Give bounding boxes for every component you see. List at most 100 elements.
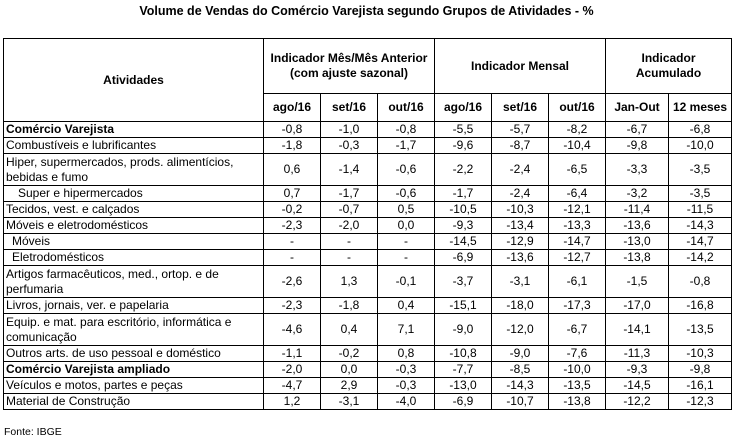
table-row: Artigos farmacêuticos, med., ortop. e de…	[3, 265, 732, 298]
value-cell: -9,3	[605, 361, 669, 378]
value-cell: -12,1	[548, 201, 606, 218]
value-cell: -9,3	[434, 217, 492, 234]
table-row: Veículos e motos, partes e peças -4,7 2,9-…	[3, 377, 732, 394]
column-header: out/16	[548, 93, 606, 122]
value-cell: -1,8	[320, 297, 378, 314]
value-cell: -0,8	[377, 121, 435, 138]
value-cell: -9,0	[491, 345, 549, 362]
value-cell: -10,0	[668, 137, 732, 154]
value-cell: -0,3	[377, 361, 435, 378]
value-cell: -1,7	[434, 185, 492, 202]
header-atividades: Atividades	[3, 38, 264, 122]
row-label: Comércio Varejista	[3, 121, 264, 138]
value-cell: -7,6	[548, 345, 606, 362]
value-cell: -12,3	[668, 393, 732, 410]
value-cell: -10,0	[548, 361, 606, 378]
value-cell: -6,7	[548, 313, 606, 346]
value-cell: -8,7	[491, 137, 549, 154]
value-cell: -16,1	[668, 377, 732, 394]
value-cell: -1,7	[320, 185, 378, 202]
value-cell: -1,7	[377, 137, 435, 154]
value-cell: -13,4	[491, 217, 549, 234]
value-cell: 1,2	[263, 393, 321, 410]
column-header: Jan-Out	[605, 93, 669, 122]
value-cell: -14,1	[605, 313, 669, 346]
value-cell: 0,8	[377, 345, 435, 362]
source-note: Fonte: IBGE	[4, 426, 62, 438]
value-cell: -13,0	[605, 233, 669, 250]
value-cell: -5,7	[491, 121, 549, 138]
table-row: Comércio Varejista -0,8 -1,0 -0,8 -5,5 -5,7 -8…	[3, 121, 732, 138]
value-cell: 1,3	[320, 265, 378, 298]
value-cell: -0,2	[320, 345, 378, 362]
value-cell: -4,0	[377, 393, 435, 410]
table-title: Volume de Vendas do Comércio Varejista s…	[139, 4, 594, 18]
value-cell: -1,0	[320, 121, 378, 138]
row-label: Outros arts. de uso pessoal e doméstico	[3, 345, 264, 362]
value-cell: 0,0	[377, 217, 435, 234]
value-cell: -14,7	[668, 233, 732, 250]
value-cell: -0,6	[377, 153, 435, 186]
value-cell: 0,0	[320, 361, 378, 378]
value-cell: -0,3	[320, 137, 378, 154]
value-cell: -13,6	[605, 217, 669, 234]
value-cell: -8,5	[491, 361, 549, 378]
header-group-mes-mes: Indicador Mês/Mês Anterior (com ajuste s…	[263, 38, 435, 94]
row-label: Artigos farmacêuticos, med., ortop. e de…	[3, 265, 264, 298]
value-cell: -0,8	[668, 265, 732, 298]
value-cell: -1,8	[263, 137, 321, 154]
value-cell: -10,3	[491, 201, 549, 218]
value-cell: -11,5	[668, 201, 732, 218]
value-cell: -0,2	[263, 201, 321, 218]
row-label: Veículos e motos, partes e peças	[3, 377, 264, 394]
value-cell: -14,5	[605, 377, 669, 394]
value-cell: -3,7	[434, 265, 492, 298]
value-cell: -7,7	[434, 361, 492, 378]
row-label: Combustíveis e lubrificantes	[3, 137, 264, 154]
value-cell: 0,4	[377, 297, 435, 314]
row-label: Super e hipermercados	[3, 185, 264, 202]
value-cell: -3,5	[668, 153, 732, 186]
value-cell: -6,7	[605, 121, 669, 138]
value-cell: -	[320, 249, 378, 266]
value-cell: -0,6	[377, 185, 435, 202]
value-cell: 0,7	[263, 185, 321, 202]
value-cell: -16,8	[668, 297, 732, 314]
value-cell: -9,8	[605, 137, 669, 154]
value-cell: -	[263, 233, 321, 250]
value-cell: -9,0	[434, 313, 492, 346]
value-cell: -3,1	[491, 265, 549, 298]
table-row: Eletrodomésticos - - - -6,9 -13,6 -12,7 -13,8 -1…	[3, 249, 732, 266]
value-cell: -1,4	[320, 153, 378, 186]
row-label: Hiper, supermercados, prods. alimentício…	[3, 153, 264, 186]
value-cell: -12,9	[491, 233, 549, 250]
value-cell: -17,3	[548, 297, 606, 314]
row-label: Livros, jornais, ver. e papelaria	[3, 297, 264, 314]
value-cell: -3,5	[668, 185, 732, 202]
value-cell: -10,4	[548, 137, 606, 154]
value-cell: -	[377, 233, 435, 250]
table-row: Móveis e eletrodomésticos -2,3 -2,0 0,0 -9,3…	[3, 217, 732, 234]
value-cell: -13,8	[605, 249, 669, 266]
value-cell: -4,7	[263, 377, 321, 394]
value-cell: -	[377, 249, 435, 266]
table-row: Equip. e mat. para escritório, informáti…	[3, 313, 732, 346]
value-cell: -10,8	[434, 345, 492, 362]
value-cell: -	[320, 233, 378, 250]
value-cell: -2,0	[263, 361, 321, 378]
value-cell: -6,9	[434, 393, 492, 410]
column-header: 12 meses	[668, 93, 732, 122]
table-row: Tecidos, vest. e calçados -0,2 -0,7 0,5 -10,…	[3, 201, 732, 218]
value-cell: -14,3	[491, 377, 549, 394]
value-cell: 0,6	[263, 153, 321, 186]
value-cell: -5,5	[434, 121, 492, 138]
value-cell: -11,4	[605, 201, 669, 218]
value-cell: -0,3	[377, 377, 435, 394]
value-cell: -2,4	[491, 153, 549, 186]
value-cell: -10,3	[668, 345, 732, 362]
row-label: Tecidos, vest. e calçados	[3, 201, 264, 218]
value-cell: 2,9	[320, 377, 378, 394]
value-cell: -13,3	[548, 217, 606, 234]
column-header: ago/16	[263, 93, 321, 122]
value-cell: -0,1	[377, 265, 435, 298]
